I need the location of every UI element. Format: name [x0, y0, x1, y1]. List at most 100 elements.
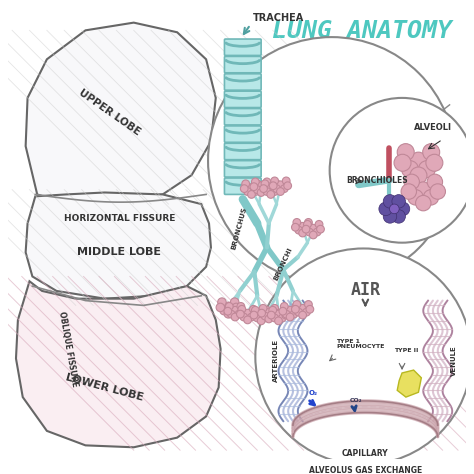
FancyBboxPatch shape	[225, 109, 261, 125]
Polygon shape	[16, 281, 220, 447]
Circle shape	[293, 219, 301, 226]
Circle shape	[244, 309, 252, 317]
Circle shape	[228, 310, 235, 318]
Circle shape	[401, 161, 419, 178]
Text: TYPE 1
PNEUMOCYTE: TYPE 1 PNEUMOCYTE	[337, 338, 385, 349]
Circle shape	[419, 161, 436, 178]
FancyBboxPatch shape	[225, 91, 261, 108]
Circle shape	[404, 174, 419, 190]
Circle shape	[281, 302, 288, 310]
Circle shape	[284, 182, 292, 190]
Circle shape	[283, 310, 290, 318]
Circle shape	[273, 185, 281, 192]
Circle shape	[263, 188, 271, 195]
Circle shape	[394, 154, 411, 171]
Circle shape	[264, 311, 272, 319]
Circle shape	[423, 144, 440, 161]
Circle shape	[302, 226, 310, 234]
Circle shape	[257, 182, 265, 190]
Text: TYPE II: TYPE II	[394, 348, 419, 353]
FancyBboxPatch shape	[225, 143, 261, 160]
Circle shape	[218, 298, 226, 306]
Circle shape	[423, 190, 439, 205]
Circle shape	[306, 223, 314, 231]
Circle shape	[220, 306, 228, 315]
Circle shape	[238, 305, 246, 313]
Circle shape	[237, 302, 245, 310]
Circle shape	[426, 154, 443, 171]
Circle shape	[303, 220, 311, 228]
Circle shape	[329, 98, 474, 243]
Circle shape	[281, 185, 288, 192]
Circle shape	[430, 184, 446, 199]
Circle shape	[250, 311, 258, 319]
FancyBboxPatch shape	[225, 161, 261, 177]
Circle shape	[258, 309, 265, 317]
Circle shape	[302, 308, 310, 316]
Circle shape	[255, 185, 263, 192]
Text: LUNG ANATOMY: LUNG ANATOMY	[272, 19, 452, 43]
Circle shape	[397, 144, 414, 161]
Circle shape	[247, 184, 255, 191]
Circle shape	[261, 186, 269, 193]
Circle shape	[392, 195, 405, 208]
Text: AIR: AIR	[350, 281, 380, 299]
Circle shape	[274, 185, 282, 192]
Circle shape	[383, 195, 397, 208]
Circle shape	[267, 311, 275, 319]
Circle shape	[269, 306, 276, 314]
Circle shape	[299, 229, 307, 237]
Circle shape	[299, 304, 307, 312]
Text: ALVEOLUS GAS EXCHANGE: ALVEOLUS GAS EXCHANGE	[309, 466, 422, 474]
Text: OBLIQUE FISSURE: OBLIQUE FISSURE	[57, 310, 79, 387]
FancyBboxPatch shape	[225, 39, 261, 55]
Circle shape	[254, 180, 261, 188]
Circle shape	[261, 180, 269, 188]
Circle shape	[299, 222, 307, 230]
Circle shape	[416, 182, 431, 197]
Circle shape	[271, 314, 279, 322]
Text: ALVEOLI: ALVEOLI	[414, 123, 452, 132]
Circle shape	[283, 177, 290, 185]
Circle shape	[224, 302, 233, 310]
Text: VENULE: VENULE	[451, 345, 457, 376]
Circle shape	[292, 223, 299, 231]
Circle shape	[261, 312, 269, 320]
Circle shape	[252, 306, 259, 314]
Circle shape	[250, 183, 258, 191]
Circle shape	[267, 184, 274, 191]
Circle shape	[257, 310, 265, 318]
Circle shape	[235, 310, 243, 318]
Circle shape	[259, 304, 267, 312]
Circle shape	[257, 317, 265, 325]
Circle shape	[302, 225, 310, 233]
Circle shape	[279, 307, 287, 315]
Circle shape	[410, 152, 427, 169]
Circle shape	[272, 309, 280, 317]
Circle shape	[295, 226, 302, 234]
Circle shape	[240, 313, 247, 321]
Circle shape	[390, 204, 399, 214]
Text: BRONCHIOLES: BRONCHIOLES	[346, 176, 408, 185]
Circle shape	[231, 313, 239, 321]
Circle shape	[293, 307, 301, 315]
Circle shape	[410, 167, 427, 184]
Circle shape	[226, 302, 233, 310]
Circle shape	[263, 178, 271, 186]
Circle shape	[228, 306, 237, 315]
FancyBboxPatch shape	[225, 178, 261, 194]
Circle shape	[401, 184, 417, 199]
Circle shape	[315, 220, 323, 228]
Circle shape	[286, 306, 294, 314]
Circle shape	[254, 186, 261, 193]
Circle shape	[224, 310, 233, 318]
Text: ARTERIOLE: ARTERIOLE	[273, 339, 279, 382]
Circle shape	[427, 174, 443, 190]
Circle shape	[292, 302, 300, 310]
Circle shape	[416, 195, 431, 211]
Text: TRACHEA: TRACHEA	[253, 13, 304, 23]
Circle shape	[271, 177, 279, 185]
Circle shape	[383, 210, 397, 223]
Circle shape	[257, 189, 265, 196]
Circle shape	[265, 308, 273, 316]
